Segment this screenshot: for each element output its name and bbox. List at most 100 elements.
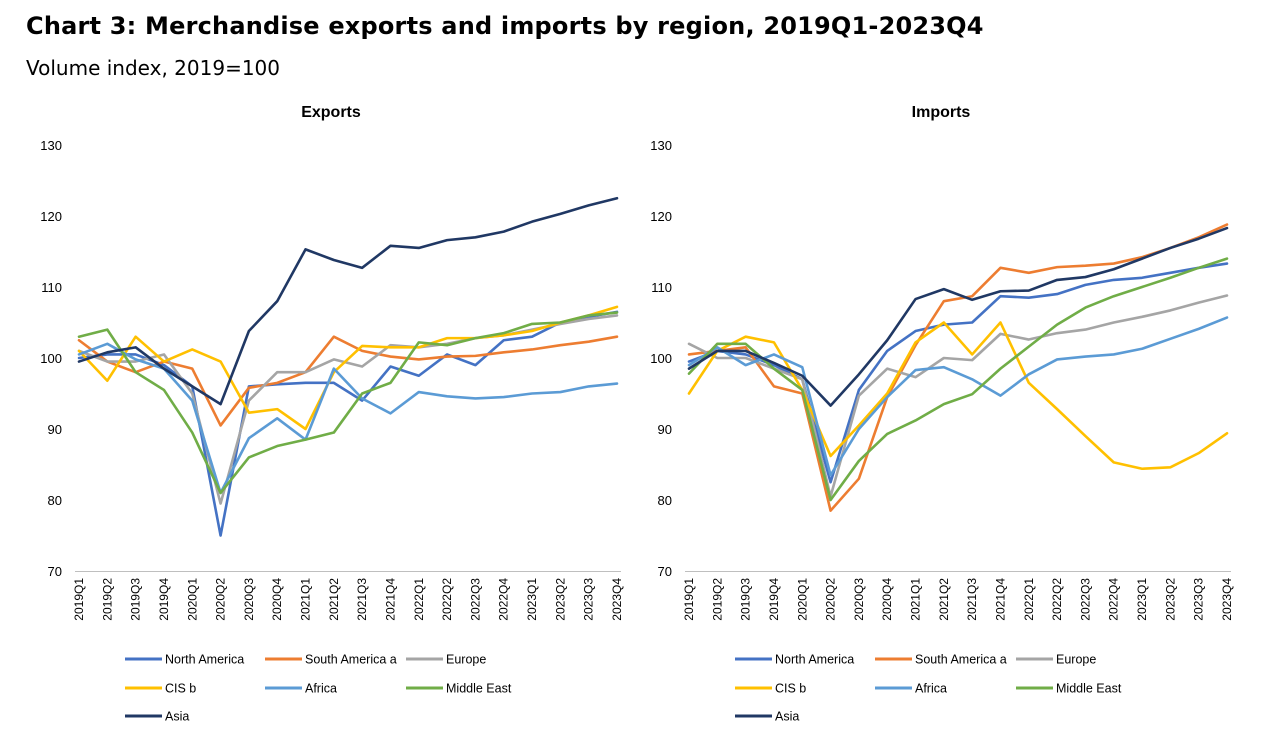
imports-series-asia bbox=[687, 226, 1229, 407]
legend-label: Africa bbox=[915, 682, 947, 696]
exports-legend-item-africa: Africa bbox=[265, 682, 337, 696]
exports-xtick-label: 2019Q3 bbox=[129, 578, 143, 621]
imports-xtick-label: 2023Q4 bbox=[1220, 578, 1234, 621]
imports-legend-item-north-america: North America bbox=[735, 653, 854, 667]
legend-label: North America bbox=[775, 653, 854, 667]
exports-ytick-label: 90 bbox=[48, 422, 62, 437]
exports-ytick-label: 120 bbox=[40, 209, 62, 224]
imports-xtick-label: 2019Q3 bbox=[739, 578, 753, 621]
imports-xtick-label: 2020Q1 bbox=[795, 578, 809, 621]
legend-label: CIS b bbox=[775, 682, 806, 696]
exports-xtick-label: 2019Q2 bbox=[100, 578, 114, 621]
imports-series-middle-east bbox=[687, 257, 1229, 502]
exports-legend-item-north-america: North America bbox=[125, 653, 244, 667]
exports-xtick-label: 2020Q1 bbox=[185, 578, 199, 621]
exports-ytick-label: 110 bbox=[41, 280, 62, 295]
imports-ytick-label: 100 bbox=[650, 351, 672, 366]
legend-label: Middle East bbox=[446, 682, 512, 696]
exports-legend-item-europe: Europe bbox=[406, 653, 486, 667]
imports-xtick-label: 2022Q1 bbox=[1022, 578, 1036, 621]
exports-legend-item-cis-b: CIS b bbox=[125, 682, 196, 696]
imports-xtick-label: 2020Q3 bbox=[852, 578, 866, 621]
exports-xtick-label: 2023Q4 bbox=[610, 578, 624, 621]
imports-series-europe bbox=[687, 294, 1229, 498]
legend-label: Asia bbox=[775, 710, 799, 724]
page-subtitle: Volume index, 2019=100 bbox=[26, 56, 281, 80]
exports-xtick-label: 2020Q3 bbox=[242, 578, 256, 621]
exports-xtick-label: 2023Q3 bbox=[582, 578, 596, 621]
imports-xtick-label: 2019Q2 bbox=[710, 578, 724, 621]
exports-legend-item-middle-east: Middle East bbox=[406, 682, 512, 696]
imports-xtick-label: 2019Q1 bbox=[682, 578, 696, 621]
exports-xtick-label: 2020Q2 bbox=[214, 578, 228, 621]
legend-label: Africa bbox=[305, 682, 337, 696]
legend-label: Middle East bbox=[1056, 682, 1122, 696]
imports-series-north-america bbox=[687, 262, 1229, 484]
imports-ytick-label: 130 bbox=[650, 138, 672, 153]
page-title: Chart 3: Merchandise exports and imports… bbox=[26, 12, 984, 40]
imports-ytick-label: 70 bbox=[658, 564, 672, 579]
imports-xtick-label: 2021Q4 bbox=[993, 578, 1007, 621]
legend-label: Europe bbox=[1056, 653, 1096, 667]
imports-xtick-label: 2020Q4 bbox=[880, 578, 894, 621]
imports-xtick-label: 2023Q2 bbox=[1163, 578, 1177, 621]
imports-chart: Imports 70 80 90 100 110 120 130 2019Q1 2019Q2 201… bbox=[650, 104, 1234, 724]
imports-xtick-label: 2022Q2 bbox=[1050, 578, 1064, 621]
exports-series-cis-b bbox=[77, 305, 619, 431]
imports-ytick-label: 110 bbox=[651, 280, 672, 295]
legend-label: Europe bbox=[446, 653, 486, 667]
legend-label: South America a bbox=[915, 653, 1007, 667]
exports-series-africa bbox=[77, 342, 619, 495]
exports-legend-item-asia: Asia bbox=[125, 710, 189, 724]
exports-xtick-label: 2022Q1 bbox=[412, 578, 426, 621]
imports-series-africa bbox=[687, 316, 1229, 477]
legend-label: CIS b bbox=[165, 682, 196, 696]
exports-ytick-label: 80 bbox=[48, 493, 62, 508]
imports-xtick-label: 2023Q3 bbox=[1192, 578, 1206, 621]
imports-legend-item-middle-east: Middle East bbox=[1016, 682, 1122, 696]
exports-xtick-label: 2021Q4 bbox=[383, 578, 397, 621]
exports-ytick-label: 130 bbox=[40, 138, 62, 153]
exports-legend-item-south-america-a: South America a bbox=[265, 653, 397, 667]
imports-xtick-label: 2019Q4 bbox=[767, 578, 781, 621]
imports-xtick-label: 2021Q2 bbox=[937, 578, 951, 621]
exports-xtick-label: 2023Q1 bbox=[525, 578, 539, 621]
imports-xtick-label: 2021Q1 bbox=[909, 578, 923, 621]
exports-series-north-america bbox=[77, 310, 619, 537]
exports-series-asia bbox=[77, 196, 619, 406]
imports-legend-item-asia: Asia bbox=[735, 710, 799, 724]
exports-chart: Exports 70 80 90 100 110 120 130 2019Q1 2019Q2 201… bbox=[40, 104, 624, 724]
imports-xtick-label: 2022Q4 bbox=[1107, 578, 1121, 621]
imports-series-south-america-a bbox=[687, 223, 1229, 512]
exports-xtick-label: 2022Q3 bbox=[468, 578, 482, 621]
exports-ytick-label: 100 bbox=[40, 351, 62, 366]
legend-label: Asia bbox=[165, 710, 189, 724]
exports-series-middle-east bbox=[77, 311, 619, 495]
imports-legend-item-south-america-a: South America a bbox=[875, 653, 1007, 667]
imports-legend-item-africa: Africa bbox=[875, 682, 947, 696]
legend-label: North America bbox=[165, 653, 244, 667]
imports-xtick-label: 2021Q3 bbox=[965, 578, 979, 621]
exports-title: Exports bbox=[301, 104, 361, 121]
imports-ytick-label: 80 bbox=[658, 493, 672, 508]
exports-xtick-label: 2022Q4 bbox=[497, 578, 511, 621]
legend-label: South America a bbox=[305, 653, 397, 667]
imports-title: Imports bbox=[912, 104, 971, 121]
imports-xtick-label: 2022Q3 bbox=[1078, 578, 1092, 621]
exports-xtick-label: 2021Q2 bbox=[327, 578, 341, 621]
imports-ytick-label: 90 bbox=[658, 422, 672, 437]
imports-legend-item-cis-b: CIS b bbox=[735, 682, 806, 696]
exports-xtick-label: 2019Q4 bbox=[157, 578, 171, 621]
exports-ytick-label: 70 bbox=[48, 564, 62, 579]
exports-xtick-label: 2021Q3 bbox=[355, 578, 369, 621]
exports-xtick-label: 2021Q1 bbox=[299, 578, 313, 621]
exports-xtick-label: 2022Q2 bbox=[440, 578, 454, 621]
imports-legend-item-europe: Europe bbox=[1016, 653, 1096, 667]
exports-xtick-label: 2019Q1 bbox=[72, 578, 86, 621]
imports-xtick-label: 2023Q1 bbox=[1135, 578, 1149, 621]
exports-xtick-label: 2020Q4 bbox=[270, 578, 284, 621]
imports-ytick-label: 120 bbox=[650, 209, 672, 224]
imports-xtick-label: 2020Q2 bbox=[824, 578, 838, 621]
imports-series-cis-b bbox=[687, 321, 1229, 471]
